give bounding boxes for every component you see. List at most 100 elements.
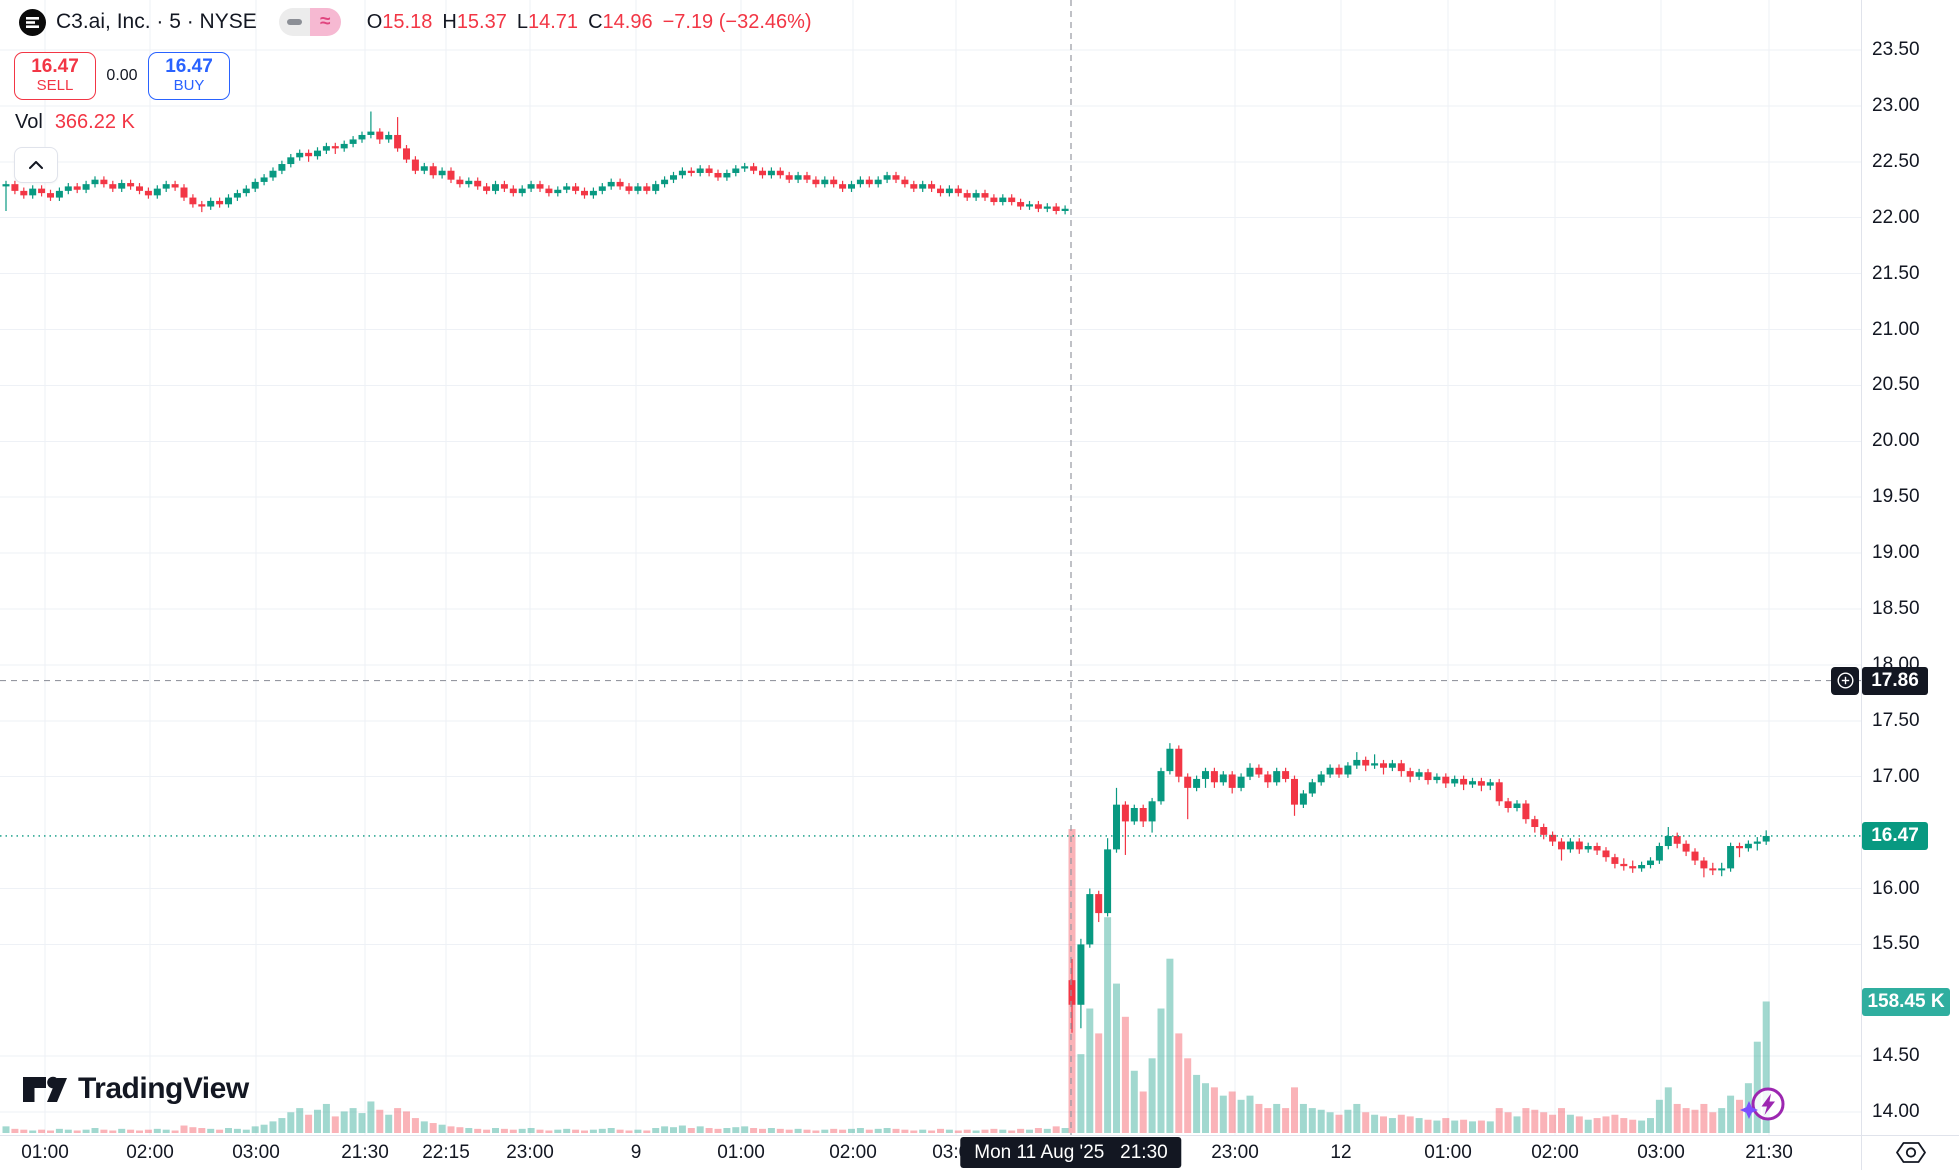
candle-body — [723, 172, 731, 178]
boost-button[interactable] — [1737, 1080, 1793, 1133]
candle-body — [759, 170, 766, 176]
volume-bar — [963, 1129, 971, 1133]
candle-body — [856, 179, 864, 185]
volume-bar — [1077, 1054, 1085, 1133]
dash-toggle-icon[interactable] — [278, 8, 310, 36]
volume-bar — [563, 1128, 571, 1133]
volume-bar — [848, 1128, 855, 1133]
volume-bar — [278, 1118, 286, 1133]
candle-body — [705, 168, 713, 173]
volume-bar — [634, 1129, 642, 1133]
volume-bar — [269, 1121, 277, 1133]
candle-body — [963, 193, 971, 198]
candle-body — [1043, 206, 1051, 209]
volume-bar — [1638, 1120, 1646, 1133]
volume-bar — [607, 1128, 615, 1133]
volume-bar — [260, 1124, 268, 1133]
candle-body — [848, 184, 855, 189]
time-tick-label: 01:00 — [717, 1142, 765, 1163]
time-tick-label: 23:00 — [506, 1142, 554, 1163]
volume-bar — [1584, 1119, 1592, 1133]
candle-body — [1008, 197, 1016, 203]
volume-bar — [937, 1128, 944, 1133]
volume-bar — [670, 1127, 677, 1133]
candle-body — [1620, 863, 1628, 867]
candle-body — [1326, 767, 1334, 775]
volume-bar — [296, 1108, 304, 1133]
candle-body — [1531, 819, 1539, 828]
candle-body — [20, 190, 28, 196]
candle-body — [750, 166, 758, 171]
tradingview-logo-icon — [23, 1076, 67, 1102]
volume-bar — [741, 1126, 749, 1133]
candle-body — [1629, 866, 1637, 869]
eye-toggle-button[interactable] — [1893, 1139, 1929, 1170]
volume-bar — [216, 1129, 224, 1133]
price-axis[interactable]: 23.50 23.00 22.50 22.00 21.50 21.00 20.50 20.00… — [1862, 0, 1959, 1135]
candle-body — [1469, 781, 1476, 785]
volume-bar — [1264, 1108, 1272, 1133]
candle-body — [1166, 748, 1174, 772]
volume-bar — [954, 1130, 962, 1133]
candle-body — [296, 152, 304, 158]
add-alert-plus-button[interactable] — [1831, 666, 1859, 695]
volume-key: Vol — [15, 111, 43, 133]
volume-bar — [367, 1101, 375, 1133]
candle-body — [865, 179, 873, 185]
volume-bar — [1210, 1087, 1218, 1133]
buy-button[interactable]: 16.47 BUY — [148, 52, 230, 100]
candle-body — [545, 188, 553, 194]
volume-bar — [1299, 1103, 1307, 1133]
collapse-panel-button[interactable] — [14, 147, 58, 183]
volume-bar — [990, 1128, 998, 1133]
tradingview-watermark[interactable]: TradingView — [22, 1070, 249, 1108]
symbol-title[interactable]: C3.ai, Inc. · 5 · NYSE — [56, 10, 257, 33]
candle-body — [803, 175, 811, 180]
volume-bar — [919, 1129, 927, 1133]
volume-bar — [750, 1128, 758, 1133]
candle-body — [73, 186, 81, 190]
candle-body — [29, 188, 37, 196]
candle-body — [1709, 868, 1717, 871]
volume-bar — [1531, 1109, 1539, 1133]
ohlc-high-value: 15.37 — [456, 10, 507, 33]
volume-bar — [981, 1129, 989, 1133]
bar-style-toggle[interactable]: ≈ — [278, 8, 341, 36]
candle-body — [999, 197, 1007, 203]
approx-toggle-icon[interactable]: ≈ — [309, 8, 341, 36]
volume-bar — [314, 1109, 321, 1133]
volume-bar — [1629, 1119, 1637, 1133]
volume-bar — [901, 1129, 909, 1133]
volume-bar — [812, 1130, 820, 1133]
candle-body — [91, 179, 99, 185]
candle-body — [1353, 759, 1361, 766]
candle-body — [954, 188, 962, 194]
volume-bar — [1026, 1129, 1033, 1133]
volume-bar — [225, 1128, 232, 1133]
volume-bar — [1008, 1130, 1016, 1133]
candle-body — [189, 197, 197, 205]
candle-body — [483, 186, 491, 191]
volume-bar — [972, 1130, 980, 1133]
candle-body — [1034, 204, 1042, 209]
candle-body — [616, 181, 624, 187]
volume-bar — [1219, 1095, 1227, 1133]
candle-body — [1237, 776, 1245, 788]
volume-bar — [47, 1130, 54, 1133]
volume-bar — [1130, 1070, 1138, 1133]
volume-bar — [1362, 1112, 1370, 1133]
candle-body — [1335, 767, 1343, 775]
volume-bar — [1043, 1128, 1051, 1133]
candle-body — [278, 164, 286, 171]
candle-body — [1486, 782, 1494, 786]
sell-button[interactable]: 16.47 SELL — [14, 52, 96, 100]
candle-body — [305, 152, 313, 157]
time-tick-label: 02:00 — [829, 1142, 877, 1163]
volume-bar — [1246, 1095, 1254, 1133]
volume-bar — [1655, 1099, 1663, 1133]
volume-bar — [999, 1129, 1007, 1133]
candle-body — [554, 189, 562, 194]
candle-body — [1638, 865, 1646, 869]
candle-body — [990, 197, 998, 203]
